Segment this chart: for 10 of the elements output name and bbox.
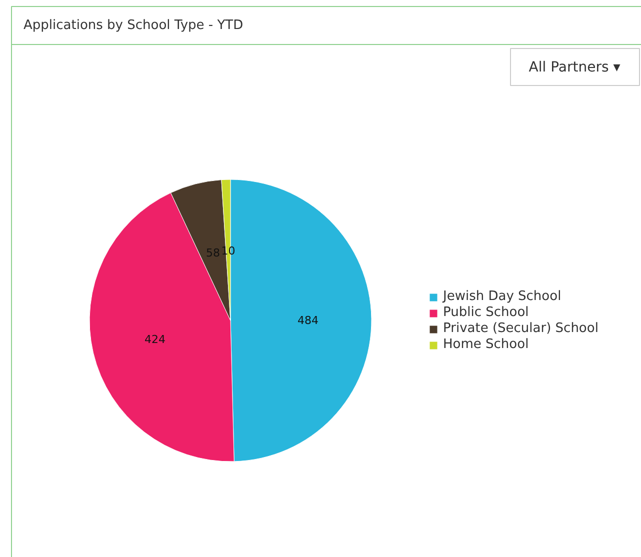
legend-label: Private (Secular) School xyxy=(443,321,598,336)
legend-label: Jewish Day School xyxy=(443,289,562,304)
data-label: 424 xyxy=(144,332,166,346)
chart-title: Applications by School Type - YTD xyxy=(24,18,244,33)
data-label: 484 xyxy=(298,314,319,327)
data-label: 10 xyxy=(221,244,236,258)
data-label: 58 xyxy=(206,246,220,260)
legend-label: Public School xyxy=(443,305,529,320)
text: All Partners ▾ xyxy=(528,60,620,76)
legend-label: Home School xyxy=(443,337,529,352)
